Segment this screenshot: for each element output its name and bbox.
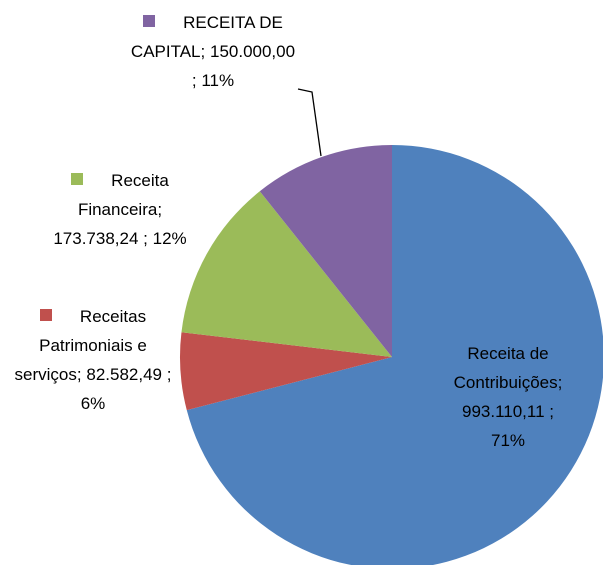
data-label: Receita de Contribuições; 993.110,11 ; 7… [443, 339, 573, 455]
value-label: 993.110,11 [461, 402, 545, 421]
value-label: 82.582,49 [86, 365, 162, 384]
separator: ; [166, 365, 172, 384]
data-label: Receitas Patrimoniais e serviços; 82.582… [8, 302, 178, 418]
pie-slice [180, 332, 392, 411]
separator: ; [549, 402, 555, 421]
category-name: Receita Financeira [77, 171, 169, 219]
legend-swatch [39, 309, 52, 321]
data-label: Receita Financeira; 173.738,24 ; 12% [50, 166, 190, 253]
value-label: 173.738,24 [53, 229, 139, 248]
percent-label: 12% [152, 229, 187, 248]
pie-slice [259, 145, 392, 357]
pie-slice [186, 145, 603, 565]
separator: ; [200, 42, 206, 61]
data-label: RECEITA DE CAPITAL; 150.000,00 ; 11% [128, 8, 298, 95]
separator: ; [143, 229, 148, 248]
separator: ; [157, 200, 163, 219]
pie-slice [181, 191, 392, 357]
leader-line [297, 88, 322, 157]
percent-label: 6% [80, 394, 106, 413]
separator: ; [76, 365, 82, 384]
percent-label: 71% [490, 431, 526, 450]
separator: ; [557, 373, 563, 392]
separator: ; [191, 71, 197, 90]
category-name: Receita de Contribuições [453, 344, 558, 392]
value-label: 150.000,00 [209, 42, 296, 61]
percent-label: 11% [201, 71, 235, 90]
legend-swatch [71, 173, 84, 185]
legend-swatch [143, 15, 156, 27]
category-name: Receitas Patrimoniais e serviços [14, 307, 147, 384]
category-name: RECEITA DE CAPITAL [130, 13, 283, 61]
